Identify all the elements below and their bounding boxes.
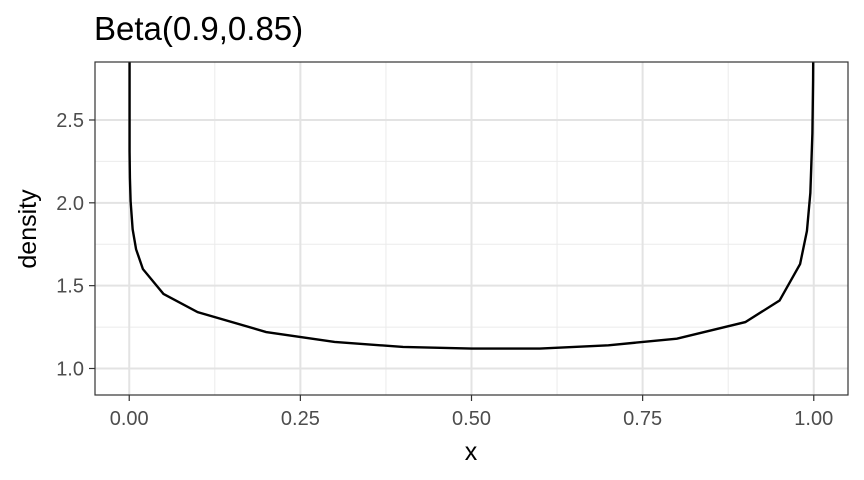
y-tick-label: 1.0 [56, 358, 84, 380]
density-line [128, 62, 815, 350]
x-tick-label: 0.00 [110, 408, 149, 430]
y-axis-title: density [14, 189, 42, 269]
y-tick-label: 2.0 [56, 193, 84, 215]
x-tick-label: 0.25 [281, 408, 320, 430]
chart-title: Beta(0.9,0.85) [94, 10, 303, 47]
x-axis: 0.00 0.25 0.50 0.75 1.00 [110, 395, 833, 430]
x-tick-label: 0.75 [623, 408, 662, 430]
y-axis: 1.0 1.5 2.0 2.5 [56, 110, 95, 380]
x-tick-label: 1.00 [794, 408, 833, 430]
x-axis-title: x [465, 438, 478, 466]
y-tick-label: 2.5 [56, 110, 84, 132]
x-tick-label: 0.50 [452, 408, 491, 430]
y-tick-label: 1.5 [56, 276, 84, 298]
series-group [128, 62, 815, 350]
